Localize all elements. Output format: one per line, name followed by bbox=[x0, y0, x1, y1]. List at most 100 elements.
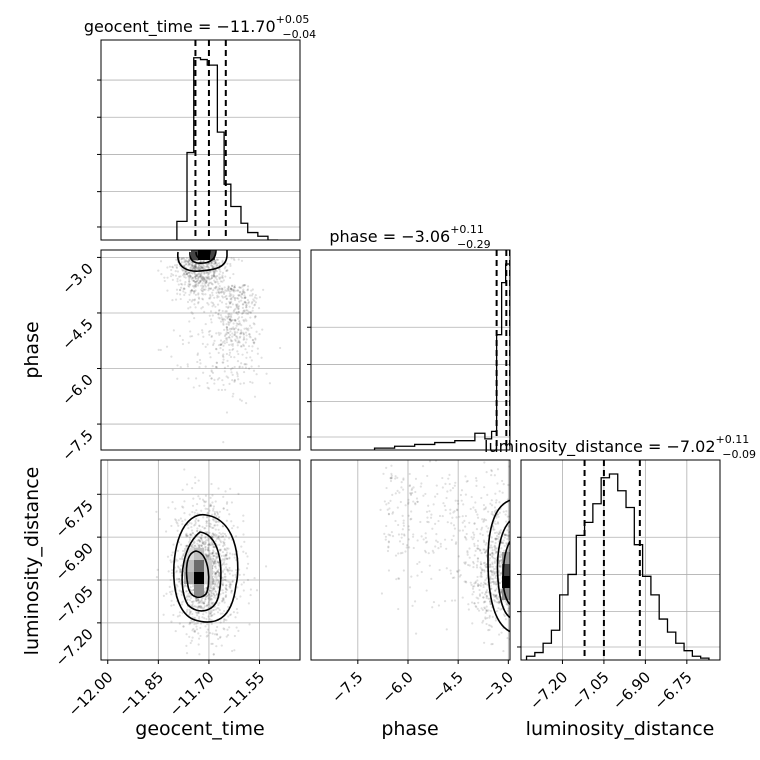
scatter-point bbox=[226, 376, 230, 379]
scatter-point bbox=[240, 545, 243, 548]
scatter-point bbox=[529, 555, 531, 557]
scatter-point bbox=[213, 519, 216, 522]
scatter-point bbox=[244, 300, 247, 303]
scatter-point bbox=[216, 611, 220, 614]
scatter-point bbox=[244, 348, 247, 351]
scatter-point bbox=[217, 351, 220, 354]
scatter-point bbox=[215, 366, 219, 369]
scatter-point bbox=[171, 299, 174, 302]
scatter-point bbox=[213, 263, 216, 266]
scatter-point bbox=[175, 288, 179, 291]
scatter-point bbox=[206, 634, 209, 637]
density-cell bbox=[502, 564, 510, 576]
scatter-point bbox=[234, 307, 237, 311]
scatter-point bbox=[236, 337, 239, 340]
scatter-point bbox=[211, 589, 215, 592]
scatter-point bbox=[494, 575, 498, 578]
scatter-point bbox=[205, 522, 208, 525]
scatter-point bbox=[204, 494, 208, 497]
scatter-point bbox=[214, 561, 217, 564]
scatter-point bbox=[211, 578, 214, 581]
scatter-point bbox=[212, 562, 216, 565]
scatter-point bbox=[222, 618, 226, 621]
scatter-point bbox=[213, 585, 216, 588]
tick-label-phase-y: −7.5 bbox=[58, 426, 96, 464]
scatter-point bbox=[195, 509, 198, 512]
scatter-point bbox=[209, 609, 212, 612]
scatter-point bbox=[479, 566, 482, 569]
scatter-point bbox=[464, 514, 468, 518]
scatter-point bbox=[187, 264, 190, 267]
scatter-point bbox=[492, 570, 495, 573]
scatter-point bbox=[181, 673, 183, 675]
scatter-point bbox=[187, 592, 190, 595]
scatter-point bbox=[209, 597, 212, 600]
scatter-point bbox=[224, 310, 227, 313]
scatter-point bbox=[251, 292, 254, 296]
scatter-point bbox=[202, 371, 205, 374]
scatter-point bbox=[396, 489, 399, 492]
scatter-point bbox=[215, 537, 218, 541]
scatter-point bbox=[233, 286, 237, 289]
scatter-point bbox=[187, 284, 190, 287]
scatter-point bbox=[179, 582, 182, 585]
scatter-point bbox=[188, 623, 191, 626]
scatter-point bbox=[211, 632, 214, 635]
scatter-point bbox=[221, 287, 224, 291]
scatter-point bbox=[214, 571, 218, 574]
scatter-point bbox=[228, 276, 232, 279]
scatter-point bbox=[212, 275, 215, 278]
scatter-point bbox=[512, 623, 514, 625]
scatter-point bbox=[493, 600, 497, 603]
scatter-point bbox=[211, 602, 214, 605]
scatter-point bbox=[225, 519, 228, 522]
scatter-point bbox=[212, 505, 216, 508]
scatter-point bbox=[474, 508, 477, 512]
scatter-point bbox=[254, 338, 257, 341]
scatter-point bbox=[482, 520, 485, 523]
scatter-point bbox=[514, 518, 516, 520]
scatter-point bbox=[202, 276, 205, 279]
scatter-point bbox=[215, 533, 218, 537]
scatter-point bbox=[211, 371, 215, 374]
scatter-point bbox=[476, 516, 480, 519]
scatter-point bbox=[205, 553, 208, 556]
scatter-point bbox=[218, 288, 221, 291]
scatter-point bbox=[191, 272, 194, 275]
scatter-point bbox=[230, 316, 233, 319]
scatter-point bbox=[198, 536, 201, 539]
scatter-point bbox=[215, 264, 218, 267]
title-geocent-time: geocent_time = −11.70+0.05 −0.04 bbox=[84, 13, 316, 41]
scatter-point bbox=[219, 299, 222, 302]
scatter-point bbox=[206, 531, 209, 534]
scatter-point bbox=[219, 549, 222, 552]
scatter-point bbox=[174, 629, 177, 633]
xlabel-geocent-time: geocent_time bbox=[135, 718, 264, 740]
scatter-point bbox=[163, 276, 166, 279]
scatter-point bbox=[203, 504, 206, 507]
scatter-point bbox=[178, 614, 181, 617]
scatter-point bbox=[185, 532, 188, 535]
scatter-point bbox=[400, 481, 403, 484]
tick-label-distance-x: −7.05 bbox=[568, 668, 613, 713]
panel-phase-hist bbox=[307, 249, 511, 451]
scatter-point bbox=[206, 275, 209, 278]
scatter-point bbox=[526, 543, 528, 545]
scatter-point bbox=[204, 546, 207, 549]
scatter-point bbox=[198, 540, 202, 543]
scatter-point bbox=[212, 274, 215, 277]
scatter-point bbox=[184, 259, 187, 262]
scatter-point bbox=[221, 535, 225, 538]
scatter-point bbox=[213, 560, 216, 563]
scatter-point bbox=[477, 547, 480, 550]
scatter-point bbox=[203, 265, 206, 269]
scatter-point bbox=[518, 528, 520, 530]
scatter-point bbox=[531, 543, 533, 545]
scatter-point bbox=[217, 520, 220, 523]
scatter-point bbox=[206, 301, 209, 305]
scatter-point bbox=[483, 461, 486, 464]
scatter-point bbox=[223, 572, 227, 576]
scatter-point bbox=[209, 611, 212, 614]
scatter-point bbox=[464, 561, 467, 564]
scatter-point bbox=[200, 539, 204, 542]
